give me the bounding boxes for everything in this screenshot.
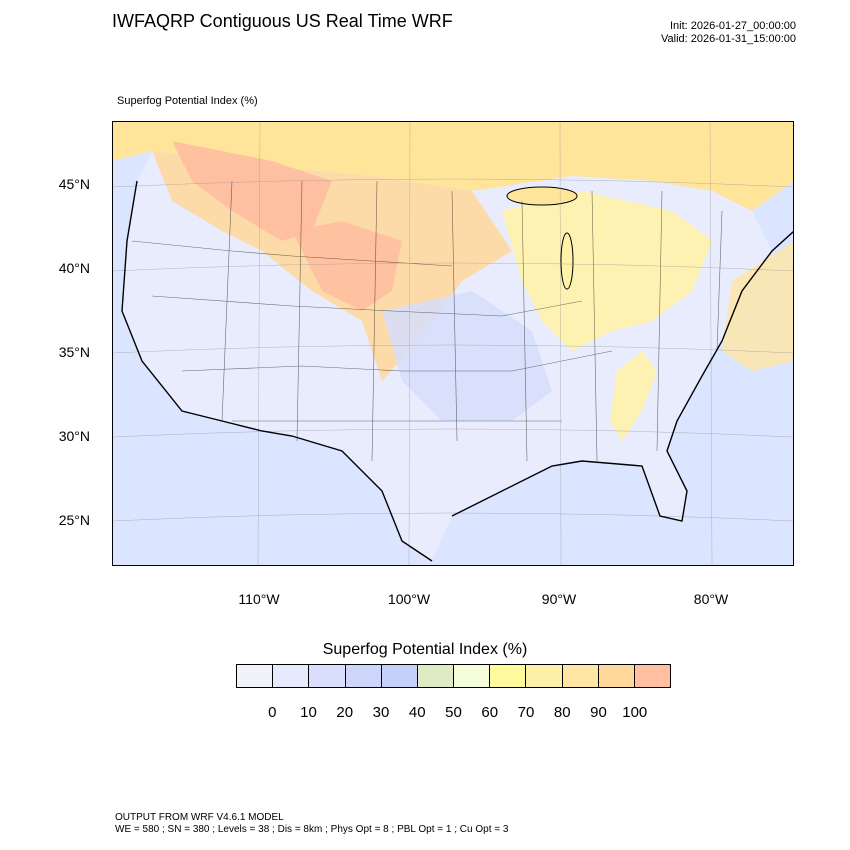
init-time: Init: 2026-01-27_00:00:00 bbox=[670, 20, 796, 32]
coastline bbox=[121, 180, 794, 562]
colorbar-box bbox=[490, 665, 527, 687]
colorbar-box bbox=[634, 665, 671, 687]
lat-label-45: 45°N bbox=[58, 176, 90, 192]
colorbar-tick-label: 50 bbox=[445, 704, 462, 721]
page-title: IWFAQRP Contiguous US Real Time WRF bbox=[112, 11, 453, 31]
peak-fog-north bbox=[172, 141, 332, 241]
colorbar bbox=[236, 664, 671, 688]
colorbar-box bbox=[526, 665, 563, 687]
colorbar-box bbox=[598, 665, 635, 687]
colorbar-box bbox=[273, 665, 310, 687]
colorbar-tick-label: 70 bbox=[517, 704, 535, 721]
lake-superior bbox=[506, 186, 578, 206]
plains-blue bbox=[382, 291, 552, 421]
colorbar-box bbox=[454, 665, 491, 687]
lon-label-90: 90°W bbox=[541, 591, 577, 607]
colorbar-tick-label: 90 bbox=[590, 704, 607, 721]
lat-label-30: 30°N bbox=[58, 428, 90, 444]
lat-label-40: 40°N bbox=[58, 260, 90, 276]
state-lines bbox=[131, 180, 723, 462]
model-footer: OUTPUT FROM WRF V4.6.1 MODEL WE = 580 ; … bbox=[115, 812, 508, 836]
colorbar-tick-label: 100 bbox=[622, 704, 648, 721]
colorbar-box bbox=[417, 665, 455, 687]
map-panel bbox=[112, 121, 794, 566]
map-border bbox=[112, 121, 794, 566]
colorbar-title: Superfog Potential Index (%) bbox=[322, 641, 528, 658]
colorbar-tick-label: 60 bbox=[481, 704, 499, 721]
lon-label-100: 100°W bbox=[387, 591, 431, 607]
colorbar-tick-label: 20 bbox=[336, 704, 354, 721]
valid-time: Valid: 2026-01-31_15:00:00 bbox=[661, 33, 796, 45]
colorbar-box bbox=[562, 665, 599, 687]
colorbar-tick-label: 40 bbox=[408, 704, 426, 721]
lon-label-80: 80°W bbox=[693, 591, 729, 607]
footer-line-model: OUTPUT FROM WRF V4.6.1 MODEL bbox=[115, 812, 284, 823]
colorbar-box bbox=[237, 665, 274, 687]
lat-label-25: 25°N bbox=[58, 512, 90, 528]
canada-land bbox=[112, 121, 794, 211]
field-label: Superfog Potential Index (%) bbox=[117, 95, 258, 107]
graticule bbox=[112, 121, 794, 566]
colorbar-box bbox=[381, 665, 418, 687]
colorbar-tick-label: 80 bbox=[553, 704, 571, 721]
run-info: Init: 2026-01-27_00:00:00 Valid: 2026-01… bbox=[661, 20, 796, 46]
lat-label-35: 35°N bbox=[58, 344, 90, 360]
east-coast-fog bbox=[722, 241, 794, 371]
colorbar-tick-label: 30 bbox=[372, 704, 390, 721]
colorbar-tick-label: 0 bbox=[268, 704, 277, 721]
colorbar-tick-label: 10 bbox=[300, 704, 317, 721]
lon-label-110: 110°W bbox=[238, 591, 280, 607]
footer-line-params: WE = 580 ; SN = 380 ; Levels = 38 ; Dis … bbox=[115, 824, 509, 835]
colorbar-box bbox=[309, 665, 346, 687]
colorbar-box bbox=[345, 665, 382, 687]
lake-michigan bbox=[560, 232, 574, 290]
appalachian-fog bbox=[610, 351, 657, 441]
peak-fog-rockies bbox=[292, 221, 402, 311]
